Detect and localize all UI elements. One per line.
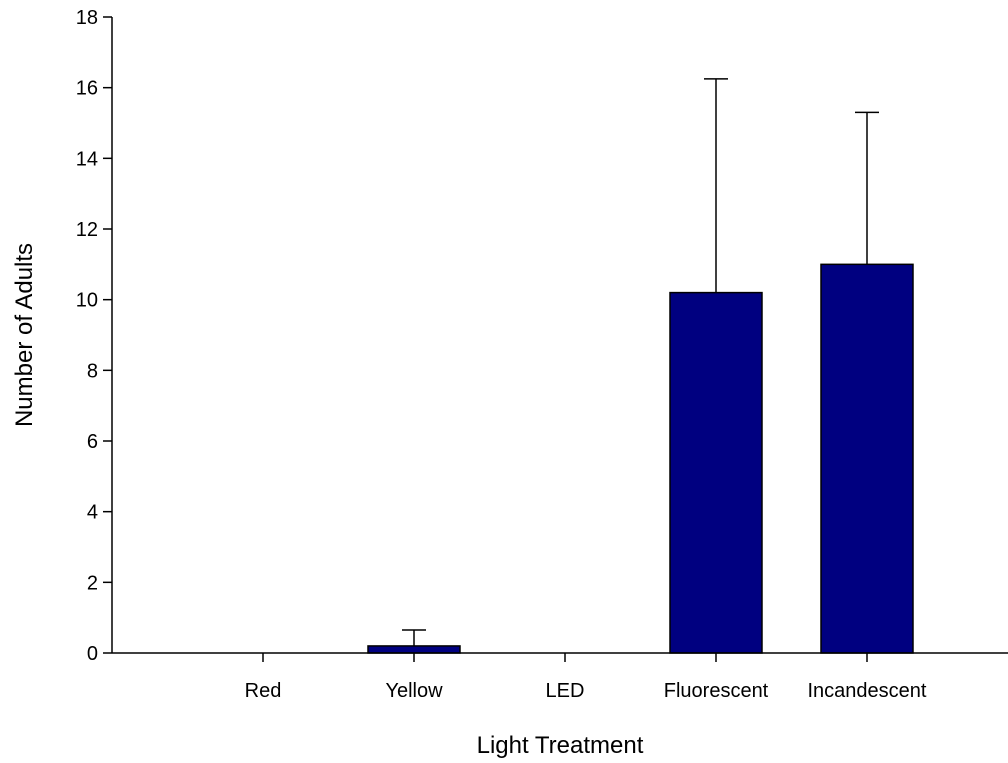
x-tick-label-fluorescent: Fluorescent [664, 680, 769, 702]
y-tick-label: 14 [76, 148, 98, 170]
x-tick-label-red: Red [245, 680, 282, 702]
bar-yellow [367, 645, 461, 654]
x-tick-label-incandescent: Incandescent [808, 680, 927, 702]
y-tick-label: 2 [87, 572, 98, 594]
y-tick-label: 6 [87, 431, 98, 453]
y-tick-label: 0 [87, 643, 98, 665]
x-tick-label-yellow: Yellow [385, 680, 443, 702]
error-bars-layer [402, 78, 879, 646]
bar-incandescent [820, 263, 914, 654]
bars-layer [367, 263, 914, 654]
y-tick-label: 4 [87, 502, 98, 524]
y-tick-label: 12 [76, 219, 98, 241]
y-tick-label: 8 [87, 360, 98, 382]
y-axis-title: Number of Adults [11, 243, 38, 427]
x-tick-label-led: LED [546, 680, 585, 702]
x-axis-title: Light Treatment [477, 732, 644, 759]
y-tick-label: 18 [76, 7, 98, 29]
axes-layer [111, 17, 1008, 654]
bar-fluorescent [669, 291, 763, 654]
y-ticks: 0 2 4 6 8 10 12 14 16 18 [76, 7, 112, 665]
y-tick-label: 10 [76, 290, 98, 312]
y-tick-label: 16 [76, 78, 98, 100]
x-ticks: Red Yellow LED Fluorescent Incandescent [245, 653, 927, 702]
